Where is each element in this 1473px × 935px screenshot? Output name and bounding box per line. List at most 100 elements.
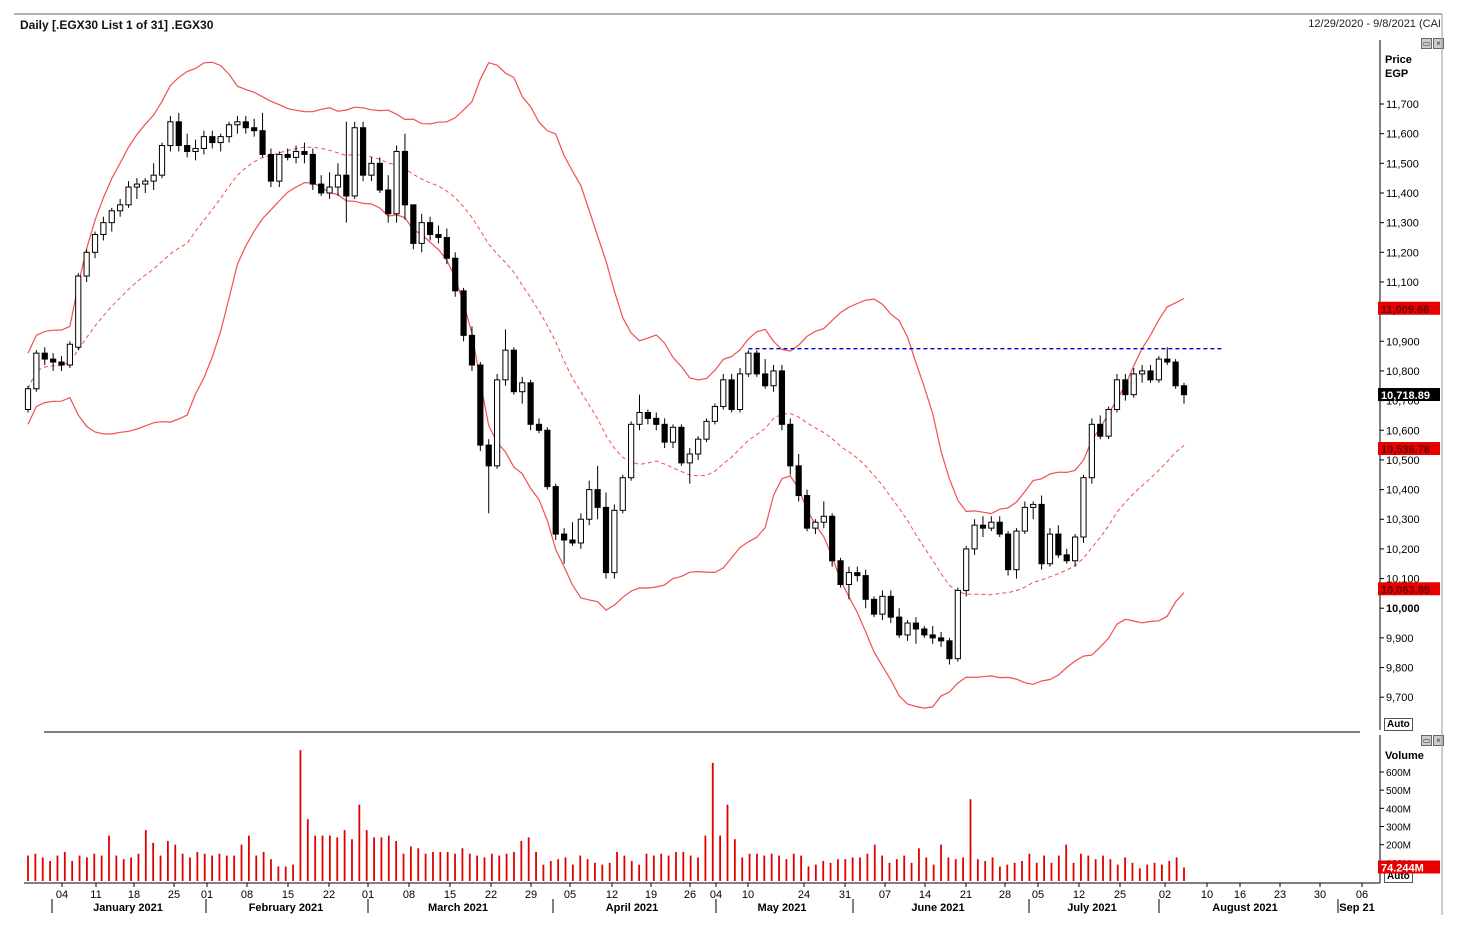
candle-down — [795, 465, 802, 497]
price-tick-labels: 11,700 11,600 11,500 11,400 11,300 11,200 11,1… — [1380, 99, 1420, 704]
candle-up — [770, 370, 777, 387]
candle-up — [1113, 379, 1121, 410]
volume-bars — [27, 750, 1185, 881]
price-label-line1: Price — [1385, 54, 1412, 66]
candle-down — [41, 352, 48, 360]
price-tick-label: 11,700 — [1386, 99, 1419, 111]
candle-up — [669, 426, 677, 443]
candle-up — [736, 373, 744, 410]
price-tick-label: 10,600 — [1386, 425, 1420, 437]
day-tick-label: 01 — [362, 889, 374, 901]
day-tick-label: 05 — [564, 889, 576, 901]
candle-down — [1055, 533, 1062, 556]
candle-down — [485, 444, 492, 467]
candle-up — [686, 453, 693, 464]
candle-down — [452, 257, 459, 292]
price-tick-label: 11,500 — [1386, 158, 1419, 170]
candle-down — [426, 222, 434, 236]
candle-up — [100, 222, 107, 236]
candle-down — [1004, 533, 1012, 571]
candle-up — [234, 121, 241, 126]
candle-down — [661, 423, 668, 443]
candle-down — [477, 364, 484, 446]
candle-up — [703, 420, 710, 440]
candle-down — [896, 616, 903, 636]
candle-up — [292, 150, 300, 158]
candle-down — [435, 234, 442, 238]
candle-up — [150, 174, 157, 182]
middle-band — [27, 146, 1185, 596]
restore-icon[interactable]: ▭ — [1421, 38, 1432, 49]
candle-down — [644, 411, 651, 419]
middle_band-badge-text: 10,536.78 — [1381, 444, 1430, 456]
candle-down — [376, 162, 383, 191]
day-tick-label: 28 — [999, 889, 1011, 901]
candle-up — [586, 489, 593, 520]
candle-down — [937, 637, 945, 642]
candle-up — [351, 127, 358, 197]
candle-down — [209, 136, 216, 144]
candle-down — [410, 204, 417, 244]
candle-up — [368, 162, 375, 176]
candle-down — [359, 127, 367, 176]
candle-up — [66, 343, 73, 366]
lower-band — [27, 182, 1185, 709]
volume-restore-icon[interactable]: ▭ — [1421, 735, 1432, 746]
price-tick-label: 10,000 — [1386, 603, 1420, 615]
candle-down — [242, 121, 249, 129]
close-icon[interactable]: × — [1433, 38, 1444, 49]
candle-up — [1130, 373, 1137, 396]
candle-up — [1155, 358, 1162, 381]
month-label: January 2021 — [93, 902, 163, 914]
volume-tick-label: 600M — [1386, 768, 1411, 779]
candle-up — [108, 210, 115, 224]
date-range: 12/29/2020 - 9/8/2021 (CAI — [1308, 18, 1441, 30]
candle-down — [527, 382, 534, 425]
price-tick-label: 10,200 — [1386, 544, 1420, 556]
volume-tick-labels: 600M500M400M300M200M100M — [1380, 768, 1411, 870]
candle-down — [468, 334, 476, 366]
day-tick-label: 21 — [960, 889, 972, 901]
candle-down — [728, 379, 735, 410]
candle-up — [812, 521, 819, 529]
price-tick-label: 10,900 — [1386, 336, 1420, 348]
upper_band-badge-text: 11,009.66 — [1381, 304, 1429, 316]
candle-down — [887, 595, 894, 618]
candle-up — [611, 509, 618, 574]
candle-up — [142, 180, 149, 185]
candle-up — [954, 589, 961, 660]
price-auto-button[interactable]: Auto — [1384, 718, 1413, 731]
day-tick-label: 12 — [606, 889, 618, 901]
last_price-badge-text: 10,718.89 — [1381, 390, 1430, 402]
price-tick-label: 10,400 — [1386, 485, 1420, 497]
volume-tick-label: 400M — [1386, 804, 1411, 815]
candle-down — [544, 429, 551, 488]
lower_band-badge — [1378, 582, 1440, 596]
candle-up — [1080, 477, 1087, 538]
candle-up — [334, 174, 342, 188]
candle-down — [862, 575, 869, 600]
day-tick-label: 05 — [1032, 889, 1044, 901]
candle-down — [912, 622, 920, 630]
price-tick-label: 11,100 — [1386, 277, 1419, 289]
day-tick-label: 19 — [645, 889, 657, 901]
volume-close-icon[interactable]: × — [1433, 735, 1444, 746]
day-tick-label: 04 — [56, 889, 68, 901]
candle-down — [854, 572, 861, 577]
day-tick-label: 15 — [282, 889, 294, 901]
day-tick-label: 25 — [1114, 889, 1126, 901]
candle-up — [1072, 536, 1079, 562]
candle-down — [996, 521, 1003, 535]
price-tick-label: 11,600 — [1386, 129, 1419, 141]
candle-up — [133, 183, 140, 188]
candle-up — [167, 121, 174, 147]
candle-down — [787, 423, 794, 467]
candle-down — [653, 417, 660, 425]
day-tick-label: 08 — [403, 889, 415, 901]
candle-up — [720, 379, 727, 408]
candle-up — [393, 150, 400, 215]
day-tick-label: 29 — [525, 889, 537, 901]
price-tick-label: 11,300 — [1386, 218, 1419, 230]
candle-down — [552, 486, 559, 535]
